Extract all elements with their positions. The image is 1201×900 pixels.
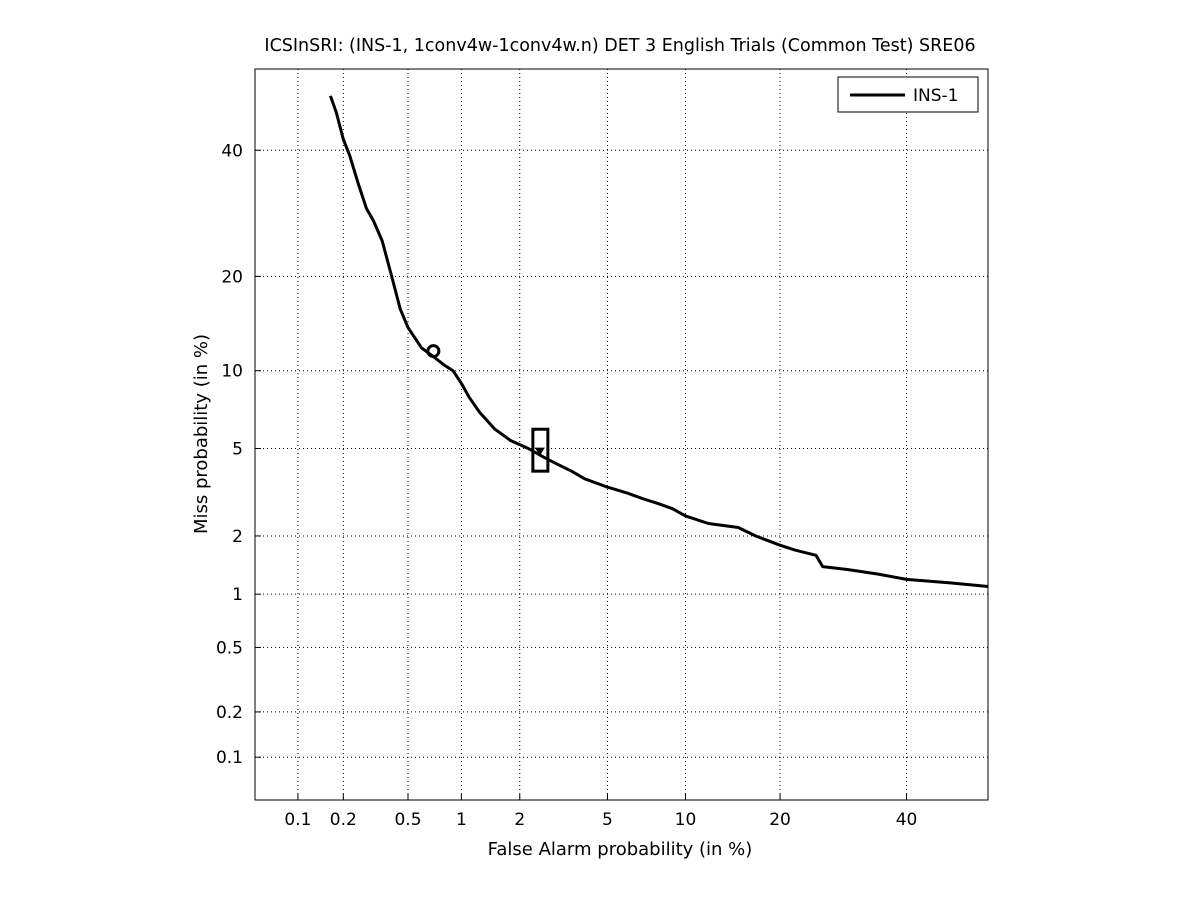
x-tick-label-0-5: 0.5 xyxy=(394,810,421,830)
x-tick-label-40: 40 xyxy=(896,810,918,830)
marker-layer xyxy=(426,344,550,473)
series-line-ins-1 xyxy=(328,95,989,588)
legend-label-ins-1: INS-1 xyxy=(913,86,958,106)
x-axis-title: False Alarm probability (in %) xyxy=(488,839,753,860)
y-tick-label-2: 2 xyxy=(232,527,243,547)
chart-title: ICSInSRI: (INS-1, 1conv4w-1conv4w.n) DET… xyxy=(264,36,975,56)
x-tick-label-10: 10 xyxy=(675,810,697,830)
x-tick-label-0-1: 0.1 xyxy=(284,810,311,830)
x-tick-label-2: 2 xyxy=(514,810,525,830)
det-curve-layer xyxy=(328,95,989,588)
actual-dcf-point-marker xyxy=(534,447,545,456)
y-tick-label-0-5: 0.5 xyxy=(216,638,243,658)
min-dcf-circle-marker xyxy=(426,344,441,359)
y-tick-label-5: 5 xyxy=(232,440,243,460)
x-tick-label-1: 1 xyxy=(456,810,467,830)
y-tick-label-1: 1 xyxy=(232,585,243,605)
plot-frame xyxy=(254,68,989,801)
x-tick-labels: 0.1 0.2 0.5 1 2 5 10 20 40 xyxy=(284,794,917,830)
x-tick-label-0-2: 0.2 xyxy=(330,810,357,830)
y-tick-labels: 0.1 0.2 0.5 1 2 5 10 20 40 xyxy=(216,141,261,768)
legend: INS-1 xyxy=(837,76,979,113)
y-tick-label-10: 10 xyxy=(221,362,243,382)
y-axis-title: Miss probability (in %) xyxy=(191,334,212,534)
x-tick-label-20: 20 xyxy=(769,810,791,830)
y-tick-label-0-2: 0.2 xyxy=(216,703,243,723)
y-tick-label-40: 40 xyxy=(221,141,243,161)
x-tick-label-5: 5 xyxy=(602,810,613,830)
actual-dcf-box-marker xyxy=(531,427,550,473)
y-tick-label-0-1: 0.1 xyxy=(216,748,243,768)
y-tick-label-20: 20 xyxy=(221,267,243,287)
